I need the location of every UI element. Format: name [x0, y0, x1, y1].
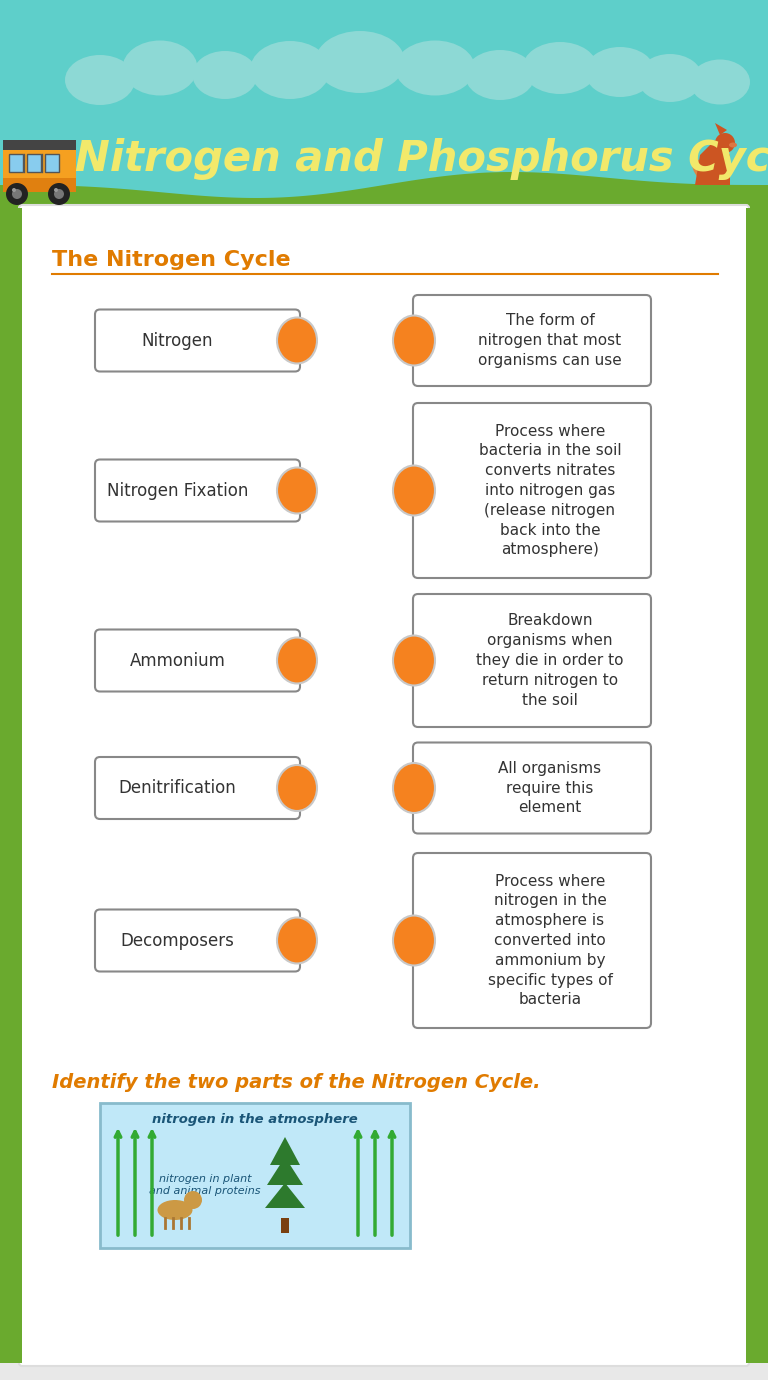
Text: nitrogen in the atmosphere: nitrogen in the atmosphere [152, 1112, 358, 1126]
Circle shape [12, 188, 16, 192]
FancyBboxPatch shape [413, 295, 651, 386]
Bar [0, 0, 768, 210]
Text: Nitrogen: Nitrogen [142, 331, 214, 349]
FancyBboxPatch shape [413, 403, 651, 578]
Text: Decomposers: Decomposers [121, 932, 234, 949]
Text: Process where
bacteria in the soil
converts nitrates
into nitrogen gas
(release : Process where bacteria in the soil conve… [478, 424, 621, 558]
FancyBboxPatch shape [95, 460, 300, 522]
Circle shape [12, 189, 22, 199]
Text: nitrogen in plant
and animal proteins: nitrogen in plant and animal proteins [149, 1174, 261, 1196]
Circle shape [6, 184, 28, 206]
Text: Nitrogen Fixation: Nitrogen Fixation [107, 482, 248, 500]
Text: Process where
nitrogen in the
atmosphere is
converted into
ammonium by
specific : Process where nitrogen in the atmosphere… [488, 874, 612, 1007]
Ellipse shape [65, 55, 135, 105]
Ellipse shape [277, 638, 317, 683]
Circle shape [184, 1191, 202, 1209]
Ellipse shape [393, 915, 435, 966]
Polygon shape [695, 139, 730, 185]
Ellipse shape [729, 142, 737, 148]
Ellipse shape [692, 159, 708, 181]
Polygon shape [267, 1156, 303, 1185]
Ellipse shape [465, 50, 535, 99]
Polygon shape [270, 1137, 300, 1165]
FancyBboxPatch shape [95, 629, 300, 691]
Bar [100, 1103, 410, 1248]
Circle shape [54, 189, 64, 199]
Ellipse shape [690, 59, 750, 105]
Circle shape [715, 132, 735, 153]
Ellipse shape [637, 54, 703, 102]
Bar [9, 155, 23, 172]
Ellipse shape [522, 41, 598, 94]
Polygon shape [715, 123, 727, 135]
FancyBboxPatch shape [413, 593, 651, 727]
Ellipse shape [393, 316, 435, 366]
Bar [27, 155, 41, 172]
Bar [746, 208, 768, 1363]
Text: Denitrification: Denitrification [118, 778, 237, 798]
Text: The form of
nitrogen that most
organisms can use: The form of nitrogen that most organisms… [478, 313, 622, 368]
FancyBboxPatch shape [413, 853, 651, 1028]
Bar [45, 155, 59, 172]
Polygon shape [0, 172, 768, 215]
Bar [0, 208, 22, 1363]
Circle shape [48, 184, 70, 206]
Polygon shape [265, 1183, 305, 1208]
Bar [3, 150, 76, 192]
Ellipse shape [585, 47, 655, 97]
Ellipse shape [395, 40, 475, 95]
Circle shape [54, 188, 58, 192]
Bar [3, 139, 76, 150]
FancyBboxPatch shape [413, 742, 651, 834]
Ellipse shape [277, 317, 317, 363]
Text: Breakdown
organisms when
they die in order to
return nitrogen to
the soil: Breakdown organisms when they die in ord… [476, 613, 624, 708]
Bar [3, 178, 76, 192]
Ellipse shape [277, 468, 317, 513]
Text: The Nitrogen Cycle: The Nitrogen Cycle [52, 250, 290, 270]
Ellipse shape [157, 1201, 193, 1220]
Ellipse shape [315, 30, 405, 92]
Text: Identify the two parts of the Nitrogen Cycle.: Identify the two parts of the Nitrogen C… [52, 1074, 541, 1092]
Ellipse shape [277, 765, 317, 811]
FancyBboxPatch shape [95, 758, 300, 818]
Text: Ammonium: Ammonium [130, 651, 226, 669]
Ellipse shape [393, 763, 435, 813]
Ellipse shape [393, 465, 435, 516]
Text: All organisms
require this
element: All organisms require this element [498, 760, 601, 816]
FancyBboxPatch shape [19, 206, 749, 1366]
FancyBboxPatch shape [95, 309, 300, 371]
FancyBboxPatch shape [95, 909, 300, 972]
Ellipse shape [250, 41, 330, 99]
Bar [281, 1219, 289, 1232]
Ellipse shape [277, 918, 317, 963]
Ellipse shape [123, 40, 197, 95]
Ellipse shape [193, 51, 257, 99]
Text: Nitrogen and Phosphorus Cycles: Nitrogen and Phosphorus Cycles [75, 138, 768, 179]
Ellipse shape [393, 636, 435, 686]
